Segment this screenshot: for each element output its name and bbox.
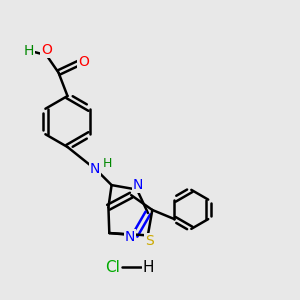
Text: N: N [90,162,100,176]
Text: H: H [102,157,112,170]
Text: S: S [145,234,154,248]
Text: O: O [41,44,52,57]
Text: O: O [78,56,89,69]
Text: H: H [24,44,34,58]
Text: N: N [125,230,135,244]
Text: H: H [143,260,154,274]
Text: N: N [133,178,143,192]
Text: Cl: Cl [105,260,120,274]
